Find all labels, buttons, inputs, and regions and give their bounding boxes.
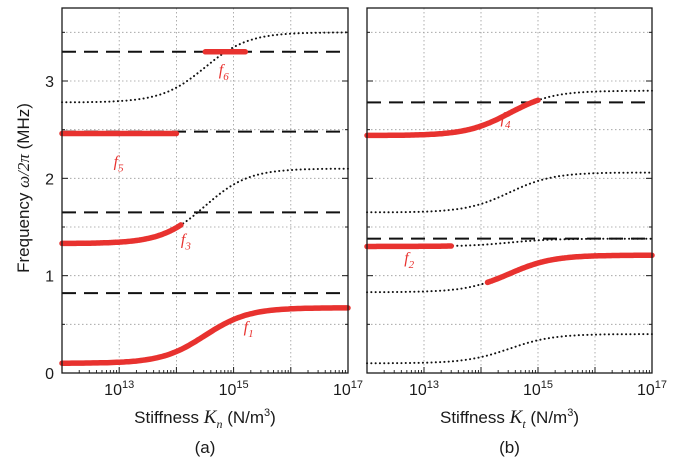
y-axis-label: Frequency ω/2π (MHz) — [14, 103, 33, 273]
x-tick-label: 1017 — [333, 379, 363, 399]
x-tick-label: 1013 — [409, 379, 439, 399]
coupled-mode-curve — [61, 31, 349, 104]
panel-b: f2 f4 1013 1015 1017 Stiffness Kt (N/m3) (b) — [364, 7, 667, 457]
highlighted-mode-segment — [364, 243, 454, 250]
mode-label-f2: f2 — [404, 250, 414, 271]
y-tick-label: 2 — [45, 171, 54, 188]
x-tick-label: 1015 — [219, 379, 249, 399]
y-tick-label: 3 — [45, 74, 54, 91]
coupled-mode-curve — [366, 254, 653, 294]
x-tick-label: 1017 — [637, 379, 667, 399]
coupled-mode-curve — [366, 333, 653, 365]
x-axis-label: Stiffness Kt (N/m3) — [440, 407, 579, 431]
coupled-mode-curve — [61, 167, 349, 245]
x-axis-label: Stiffness Kn (N/m3) — [134, 407, 276, 431]
mode-label-f5: f5 — [114, 154, 124, 175]
highlighted-mode-segment — [59, 305, 351, 366]
highlighted-mode-segment — [364, 97, 541, 139]
highlighted-mode-segment — [59, 222, 184, 247]
y-tick-label: 1 — [45, 269, 54, 286]
mode-label-f1: f1 — [244, 319, 254, 340]
mode-label-f6: f6 — [219, 62, 229, 83]
mode-label-f4: f4 — [501, 110, 511, 131]
mode-label-f3: f3 — [181, 232, 191, 253]
highlighted-mode-segment — [484, 252, 655, 286]
x-tick-label: 1013 — [104, 379, 134, 399]
panel-label: (a) — [195, 438, 216, 457]
panel-label: (b) — [499, 438, 520, 457]
panel-a: f1 f3 f5 f6 0 1 2 3 1013 1015 1017 Stiffness Kn (N/… — [45, 7, 363, 457]
plot-frame — [366, 7, 653, 374]
x-tick-label: 1015 — [523, 379, 553, 399]
plot-frame — [61, 7, 349, 374]
coupled-mode-curve — [366, 171, 653, 214]
y-tick-label: 0 — [45, 366, 54, 383]
